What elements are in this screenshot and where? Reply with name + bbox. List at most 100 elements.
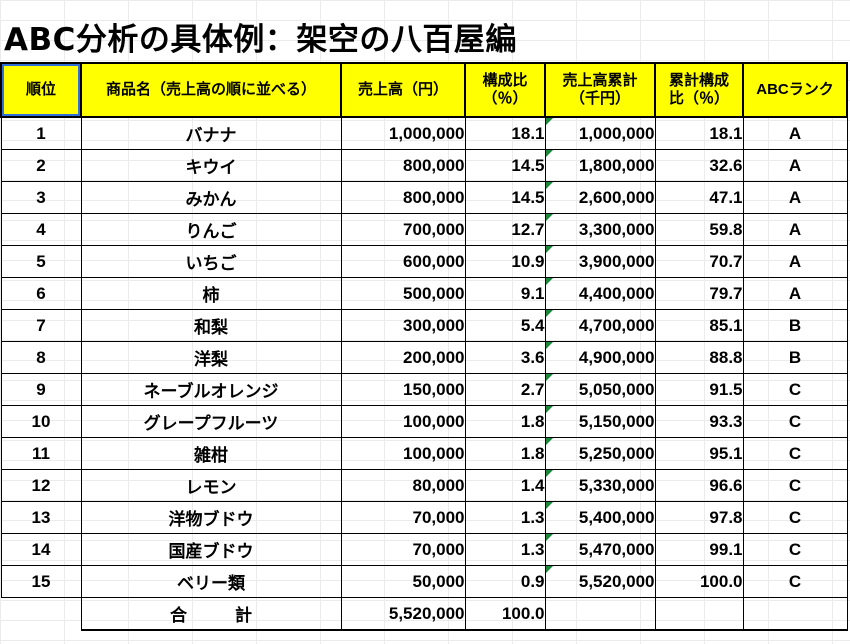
cell-rank[interactable]: 12 [0,469,82,502]
cell-cumulative-sales[interactable]: 1,800,000 [544,149,656,182]
cell-rank[interactable]: 13 [0,501,82,534]
cell-rank[interactable]: 6 [0,277,82,310]
cell-rank[interactable]: 15 [0,565,82,598]
total-empty-cell[interactable] [742,597,848,631]
cell-ratio[interactable]: 1.4 [464,469,546,502]
cell-cumulative-ratio[interactable]: 59.8 [654,213,744,246]
cell-product-name[interactable]: キウイ [80,149,342,182]
cell-cumulative-sales[interactable]: 4,400,000 [544,277,656,310]
cell-rank[interactable]: 10 [0,405,82,438]
cell-cumulative-sales[interactable]: 3,900,000 [544,245,656,278]
header-product[interactable]: 商品名（売上高の順に並べる） [80,62,342,118]
cell-abc-rank[interactable]: A [742,213,848,246]
cell-abc-rank[interactable]: C [742,373,848,406]
cell-product-name[interactable]: 雑柑 [80,437,342,470]
total-empty-cell[interactable] [544,597,656,631]
cell-ratio[interactable]: 18.1 [464,116,546,150]
header-sales[interactable]: 売上高（円） [340,62,466,118]
cell-cumulative-ratio[interactable]: 97.8 [654,501,744,534]
cell-abc-rank[interactable]: A [742,149,848,182]
cell-cumulative-sales[interactable]: 3,300,000 [544,213,656,246]
cell-cumulative-ratio[interactable]: 70.7 [654,245,744,278]
header-cumulative-sales[interactable]: 売上高累計 （千円） [544,62,656,118]
cell-abc-rank[interactable]: A [742,181,848,214]
cell-cumulative-ratio[interactable]: 18.1 [654,116,744,150]
header-ratio[interactable]: 構成比 （％） [464,62,546,118]
cell-cumulative-ratio[interactable]: 96.6 [654,469,744,502]
total-ratio[interactable]: 100.0 [464,597,546,631]
cell-ratio[interactable]: 1.8 [464,437,546,470]
cell-rank[interactable]: 2 [0,149,82,182]
cell-sales[interactable]: 100,000 [340,405,466,438]
cell-cumulative-ratio[interactable]: 32.6 [654,149,744,182]
cell-ratio[interactable]: 12.7 [464,213,546,246]
cell-abc-rank[interactable]: B [742,309,848,342]
cell-rank[interactable]: 8 [0,341,82,374]
cell-sales[interactable]: 100,000 [340,437,466,470]
cell-product-name[interactable]: いちご [80,245,342,278]
cell-sales[interactable]: 600,000 [340,245,466,278]
cell-product-name[interactable]: りんご [80,213,342,246]
cell-product-name[interactable]: バナナ [80,116,342,150]
cell-cumulative-sales[interactable]: 2,600,000 [544,181,656,214]
cell-rank[interactable]: 11 [0,437,82,470]
cell-abc-rank[interactable]: A [742,277,848,310]
cell-cumulative-ratio[interactable]: 91.5 [654,373,744,406]
cell-ratio[interactable]: 2.7 [464,373,546,406]
total-empty-cell[interactable] [654,597,744,631]
cell-cumulative-ratio[interactable]: 85.1 [654,309,744,342]
cell-rank[interactable]: 7 [0,309,82,342]
cell-cumulative-ratio[interactable]: 95.1 [654,437,744,470]
cell-sales[interactable]: 800,000 [340,149,466,182]
cell-ratio[interactable]: 10.9 [464,245,546,278]
cell-sales[interactable]: 80,000 [340,469,466,502]
cell-product-name[interactable]: 柿 [80,277,342,310]
cell-product-name[interactable]: ベリー類 [80,565,342,598]
total-label[interactable]: 合計 [80,597,342,631]
cell-product-name[interactable]: 国産ブドウ [80,533,342,566]
cell-sales[interactable]: 200,000 [340,341,466,374]
cell-sales[interactable]: 70,000 [340,501,466,534]
cell-abc-rank[interactable]: B [742,341,848,374]
cell-abc-rank[interactable]: C [742,533,848,566]
cell-cumulative-sales[interactable]: 5,150,000 [544,405,656,438]
cell-abc-rank[interactable]: A [742,116,848,150]
cell-product-name[interactable]: みかん [80,181,342,214]
cell-abc-rank[interactable]: C [742,469,848,502]
cell-cumulative-sales[interactable]: 4,900,000 [544,341,656,374]
total-sales[interactable]: 5,520,000 [340,597,466,631]
cell-cumulative-sales[interactable]: 4,700,000 [544,309,656,342]
cell-abc-rank[interactable]: C [742,405,848,438]
cell-cumulative-sales[interactable]: 5,400,000 [544,501,656,534]
header-rank[interactable]: 順位 [0,62,82,118]
cell-ratio[interactable]: 5.4 [464,309,546,342]
cell-abc-rank[interactable]: C [742,565,848,598]
cell-sales[interactable]: 500,000 [340,277,466,310]
cell-sales[interactable]: 300,000 [340,309,466,342]
cell-ratio[interactable]: 9.1 [464,277,546,310]
cell-sales[interactable]: 700,000 [340,213,466,246]
cell-cumulative-sales[interactable]: 5,520,000 [544,565,656,598]
cell-cumulative-sales[interactable]: 5,050,000 [544,373,656,406]
cell-ratio[interactable]: 3.6 [464,341,546,374]
cell-product-name[interactable]: 和梨 [80,309,342,342]
cell-rank[interactable]: 4 [0,213,82,246]
cell-ratio[interactable]: 0.9 [464,565,546,598]
cell-sales[interactable]: 800,000 [340,181,466,214]
cell-rank[interactable]: 3 [0,181,82,214]
cell-product-name[interactable]: 洋梨 [80,341,342,374]
cell-cumulative-sales[interactable]: 5,330,000 [544,469,656,502]
cell-cumulative-sales[interactable]: 1,000,000 [544,116,656,150]
cell-ratio[interactable]: 14.5 [464,181,546,214]
cell-product-name[interactable]: ネーブルオレンジ [80,373,342,406]
cell-abc-rank[interactable]: C [742,437,848,470]
cell-ratio[interactable]: 1.3 [464,533,546,566]
cell-rank[interactable]: 14 [0,533,82,566]
cell-rank[interactable]: 5 [0,245,82,278]
cell-cumulative-ratio[interactable]: 99.1 [654,533,744,566]
cell-cumulative-sales[interactable]: 5,250,000 [544,437,656,470]
cell-rank[interactable]: 9 [0,373,82,406]
cell-ratio[interactable]: 14.5 [464,149,546,182]
cell-sales[interactable]: 70,000 [340,533,466,566]
total-blank-cell[interactable] [1,598,81,631]
